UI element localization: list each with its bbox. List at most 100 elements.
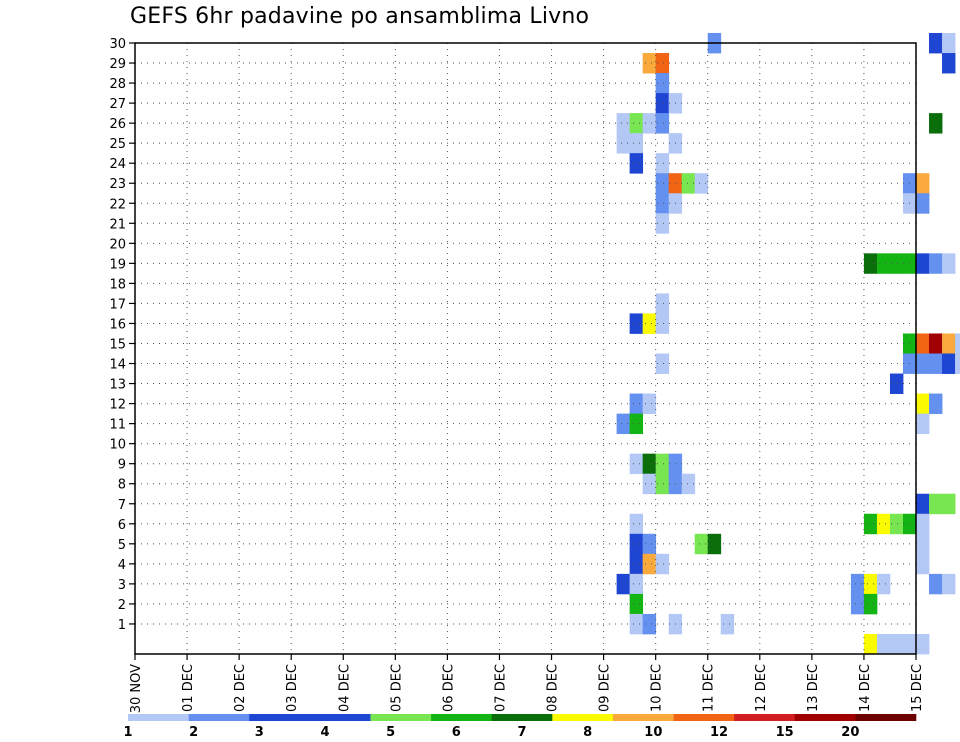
x-tick-label: 14 DEC xyxy=(858,664,873,712)
y-tick-label: 6 xyxy=(118,518,126,533)
x-tick-label: 07 DEC xyxy=(493,664,508,712)
heatmap-cell xyxy=(694,533,709,555)
heatmap-cell xyxy=(642,393,657,414)
legend-color-swatch xyxy=(309,714,371,721)
y-tick-label: 2 xyxy=(118,598,126,613)
y-tick-label: 24 xyxy=(109,157,126,172)
heatmap-cell xyxy=(642,313,657,334)
y-tick-label: 15 xyxy=(109,337,126,352)
heatmap-cell xyxy=(629,453,644,475)
heatmap-cell xyxy=(916,553,930,575)
heatmap-cell xyxy=(629,553,644,575)
y-tick-label: 21 xyxy=(109,217,126,232)
heatmap-cell xyxy=(642,613,657,635)
y-tick-label: 4 xyxy=(118,558,126,573)
heatmap-cell xyxy=(863,513,878,535)
heatmap-cell xyxy=(916,173,930,194)
heatmap-cell xyxy=(655,473,670,495)
y-tick-label: 23 xyxy=(109,177,126,192)
heatmap-cell xyxy=(916,533,930,555)
heatmap-cell xyxy=(916,253,930,274)
heatmap-cell xyxy=(889,253,904,274)
legend-color-swatch xyxy=(491,714,553,721)
legend-label: 12 xyxy=(710,725,728,740)
y-tick-label: 25 xyxy=(109,137,126,152)
heatmap-cell xyxy=(942,353,956,374)
heatmap-cell xyxy=(876,633,891,655)
heatmap-cell xyxy=(642,473,657,495)
heatmap-cell xyxy=(942,253,956,274)
heatmap-cell xyxy=(655,153,670,174)
y-tick-label: 26 xyxy=(109,117,126,132)
heatmap-cell xyxy=(629,133,644,154)
y-tick-label: 16 xyxy=(109,317,126,332)
heatmap-cell xyxy=(916,513,930,535)
x-tick-label: 06 DEC xyxy=(441,664,456,712)
x-tick-label: 10 DEC xyxy=(650,664,665,712)
y-tick-label: 13 xyxy=(109,378,126,393)
x-axis: 30 NOV 01 DEC 02 DEC 03 DEC 04 DEC 05 DEC 06 D… xyxy=(129,654,925,713)
y-tick-label: 9 xyxy=(118,458,126,473)
heatmap-cell xyxy=(655,313,670,334)
legend-label: 8 xyxy=(583,725,592,740)
heatmap-cell xyxy=(902,633,917,655)
heatmap-cell xyxy=(655,113,670,134)
legend-color-swatch xyxy=(188,714,250,721)
heatmap-cell xyxy=(694,173,709,194)
legend-color-swatch xyxy=(855,714,917,721)
heatmap-cell xyxy=(616,413,631,435)
x-tick-label: 03 DEC xyxy=(285,664,300,712)
heatmap-cell xyxy=(616,573,631,595)
x-tick-label: 15 DEC xyxy=(910,664,925,712)
heatmap-cells xyxy=(616,32,960,655)
y-tick-label: 27 xyxy=(109,97,126,112)
x-tick-label: 02 DEC xyxy=(233,664,248,712)
heatmap-cell xyxy=(876,253,891,274)
heatmap-cell xyxy=(942,493,956,515)
heatmap-cell xyxy=(655,173,670,194)
heatmap-cell xyxy=(629,113,644,134)
heatmap-cell xyxy=(629,413,644,435)
y-tick-label: 8 xyxy=(118,478,126,493)
heatmap-cell xyxy=(642,53,657,74)
legend-color-swatch xyxy=(794,714,856,721)
x-tick-label: 04 DEC xyxy=(337,664,352,712)
heatmap-cell xyxy=(929,493,943,515)
legend-label: 1 xyxy=(123,725,132,740)
plot-grid xyxy=(135,42,916,654)
y-tick-label: 5 xyxy=(118,538,126,553)
heatmap-cell xyxy=(616,113,631,134)
legend-color-swatch xyxy=(612,714,674,721)
y-tick-label: 12 xyxy=(109,398,126,413)
heatmap-cell xyxy=(929,113,943,134)
heatmap-cell xyxy=(655,353,670,374)
heatmap-cell xyxy=(629,573,644,595)
heatmap-cell xyxy=(629,533,644,555)
y-tick-label: 30 xyxy=(109,37,126,52)
heatmap-cell xyxy=(929,32,943,54)
x-tick-label: 11 DEC xyxy=(702,664,717,712)
legend-color-swatch xyxy=(431,714,492,721)
heatmap-cell xyxy=(629,613,644,635)
heatmap-cell xyxy=(629,513,644,535)
heatmap-cell xyxy=(850,573,865,595)
heatmap-cell xyxy=(916,353,930,374)
y-tick-label: 14 xyxy=(109,358,126,373)
y-tick-label: 18 xyxy=(109,277,126,292)
y-tick-label: 3 xyxy=(118,578,126,593)
legend-color-swatch xyxy=(673,714,735,721)
y-tick-label: 22 xyxy=(109,197,126,212)
heatmap-cell xyxy=(681,473,696,495)
y-tick-label: 29 xyxy=(109,57,126,72)
heatmap-cell xyxy=(655,93,670,114)
y-tick-label: 19 xyxy=(109,257,126,272)
heatmap-cell xyxy=(942,32,956,54)
heatmap-cell xyxy=(876,573,891,595)
legend-color-swatch xyxy=(249,714,311,721)
legend-color-swatch xyxy=(552,714,614,721)
y-tick-label: 1 xyxy=(118,618,126,633)
heatmap-cell xyxy=(655,453,670,475)
heatmap-cell xyxy=(655,213,670,234)
heatmap-cell xyxy=(889,513,904,535)
